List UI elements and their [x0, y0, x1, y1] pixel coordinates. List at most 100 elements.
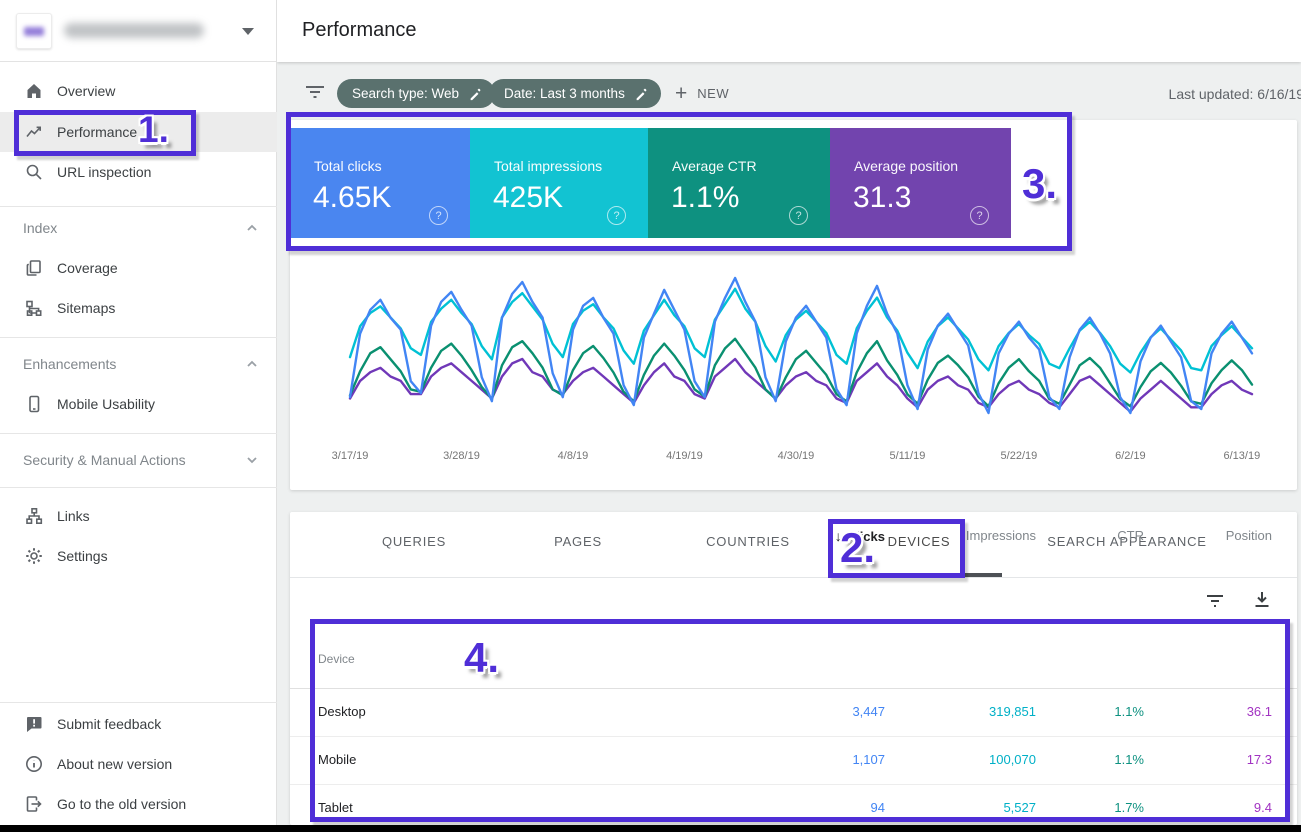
metric-value: 1.1% — [671, 181, 739, 215]
ctr-cell: 1.1% — [1114, 704, 1144, 719]
col-header-impressions[interactable]: Impressions — [966, 528, 1036, 543]
edit-pencil-icon — [634, 87, 648, 101]
sidebar-item-url-inspection[interactable]: URL inspection — [0, 152, 277, 192]
sidebar-item-label: Links — [57, 508, 90, 524]
sidebar-item-coverage[interactable]: Coverage — [0, 248, 277, 288]
gear-icon — [24, 546, 44, 566]
tab-devices[interactable]: DEVICES — [888, 534, 951, 549]
performance-chart-card: Total clicks 4.65K ? Total impressions 4… — [290, 120, 1297, 490]
exit-arrow-icon — [24, 794, 44, 814]
sidebar-item-go-old-version[interactable]: Go to the old version — [0, 784, 277, 824]
dropdown-caret-icon — [242, 28, 254, 35]
sidebar-section-index[interactable]: Index — [0, 208, 277, 248]
sidebar-item-overview[interactable]: Overview — [0, 71, 277, 111]
position-cell: 9.4 — [1254, 800, 1272, 815]
device-cell: Mobile — [318, 752, 356, 767]
page-title: Performance — [302, 19, 417, 42]
search-icon — [24, 162, 44, 182]
tab-countries[interactable]: COUNTRIES — [706, 534, 790, 549]
metric-value: 31.3 — [853, 181, 911, 215]
property-selector[interactable] — [0, 0, 276, 62]
chip-label: Search type: Web — [352, 86, 459, 101]
dimensions-table-card: QUERIES PAGES COUNTRIES DEVICES SEARCH A… — [290, 512, 1297, 825]
x-tick-label: 6/13/19 — [1224, 450, 1261, 462]
page-header: Performance — [277, 0, 1301, 62]
x-tick-label: 5/22/19 — [1001, 450, 1038, 462]
sidebar-item-performance[interactable]: Performance — [0, 112, 277, 152]
metric-label: Total impressions — [494, 158, 602, 174]
feedback-icon — [24, 714, 44, 734]
date-filter-chip[interactable]: Date: Last 3 months — [489, 79, 661, 108]
metric-card-total-impressions[interactable]: Total impressions 425K ? — [470, 128, 648, 238]
x-tick-label: 6/2/19 — [1115, 450, 1146, 462]
search-type-filter-chip[interactable]: Search type: Web — [337, 79, 495, 108]
sidebar-item-links[interactable]: Links — [0, 496, 277, 536]
download-icon[interactable] — [1250, 588, 1274, 612]
impressions-cell: 100,070 — [989, 752, 1036, 767]
clicks-cell: 94 — [871, 800, 885, 815]
col-header-position[interactable]: Position — [1226, 528, 1272, 543]
filter-bar: Search type: Web Date: Last 3 months + N… — [277, 62, 1301, 120]
help-circle-icon[interactable]: ? — [429, 206, 448, 225]
property-logo-blurred — [24, 27, 44, 36]
sidebar-item-label: Performance — [57, 124, 137, 140]
clicks-cell: 1,107 — [852, 752, 885, 767]
links-tree-icon — [24, 506, 44, 526]
sidebar-item-mobile-usability[interactable]: Mobile Usability — [0, 384, 277, 424]
sidebar-item-label: Settings — [57, 548, 108, 564]
impressions-cell: 5,527 — [1003, 800, 1036, 815]
filter-list-icon[interactable] — [303, 82, 327, 102]
ctr-cell: 1.1% — [1114, 752, 1144, 767]
x-tick-label: 3/17/19 — [332, 450, 369, 462]
sidebar-item-label: Mobile Usability — [57, 396, 155, 412]
bottom-black-bar — [0, 825, 1301, 832]
sidebar-item-sitemaps[interactable]: Sitemaps — [0, 288, 277, 328]
position-cell: 36.1 — [1247, 704, 1272, 719]
sidebar-item-label: Overview — [57, 83, 115, 99]
position-cell: 17.3 — [1247, 752, 1272, 767]
metric-card-average-ctr[interactable]: Average CTR 1.1% ? — [648, 128, 830, 238]
device-cell: Tablet — [318, 800, 353, 815]
section-label: Index — [23, 220, 57, 236]
metric-label: Average CTR — [672, 158, 757, 174]
info-icon — [24, 754, 44, 774]
sidebar-item-label: URL inspection — [57, 164, 151, 180]
tab-queries[interactable]: QUERIES — [382, 534, 446, 549]
metric-label: Average position — [854, 158, 958, 174]
ctr-cell: 1.7% — [1114, 800, 1144, 815]
chevron-down-icon — [242, 450, 262, 470]
sidebar-item-about-new-version[interactable]: About new version — [0, 744, 277, 784]
new-filter-button[interactable]: + NEW — [675, 79, 729, 108]
tab-pages[interactable]: PAGES — [554, 534, 602, 549]
table-row-desktop: Desktop 3,447 319,851 1.1% 36.1 — [290, 688, 1297, 736]
device-cell: Desktop — [318, 704, 366, 719]
col-header-ctr[interactable]: CTR — [1117, 528, 1144, 543]
table-row-tablet: Tablet 94 5,527 1.7% 9.4 — [290, 784, 1297, 825]
plus-icon: + — [675, 83, 687, 104]
sidebar-item-label: Sitemaps — [57, 300, 115, 316]
sidebar-item-label: About new version — [57, 756, 172, 772]
chip-label: Date: Last 3 months — [504, 86, 625, 101]
section-label: Enhancements — [23, 356, 116, 372]
sidebar-item-submit-feedback[interactable]: Submit feedback — [0, 704, 277, 744]
metric-card-total-clicks[interactable]: Total clicks 4.65K ? — [290, 128, 470, 238]
performance-trend-icon — [24, 122, 44, 142]
col-header-clicks[interactable]: ↓Clicks — [835, 528, 885, 544]
help-circle-icon[interactable]: ? — [607, 206, 626, 225]
chart-x-axis-labels: 3/17/193/28/194/8/194/19/194/30/195/11/1… — [290, 450, 1297, 466]
sidebar-section-enhancements[interactable]: Enhancements — [0, 344, 277, 384]
edit-pencil-icon — [468, 87, 482, 101]
chevron-up-icon — [242, 218, 262, 238]
metric-value: 4.65K — [313, 181, 391, 215]
x-tick-label: 4/19/19 — [666, 450, 703, 462]
table-filter-icon[interactable] — [1203, 588, 1227, 612]
last-updated-text: Last updated: 6/16/19 — [1169, 86, 1301, 102]
metric-card-average-position[interactable]: Average position 31.3 ? — [830, 128, 1011, 238]
sidebar-section-security[interactable]: Security & Manual Actions — [0, 440, 277, 480]
metric-label: Total clicks — [314, 158, 382, 174]
metric-value: 425K — [493, 181, 563, 215]
chevron-up-icon — [242, 354, 262, 374]
help-circle-icon[interactable]: ? — [970, 206, 989, 225]
help-circle-icon[interactable]: ? — [789, 206, 808, 225]
sidebar-item-settings[interactable]: Settings — [0, 536, 277, 576]
